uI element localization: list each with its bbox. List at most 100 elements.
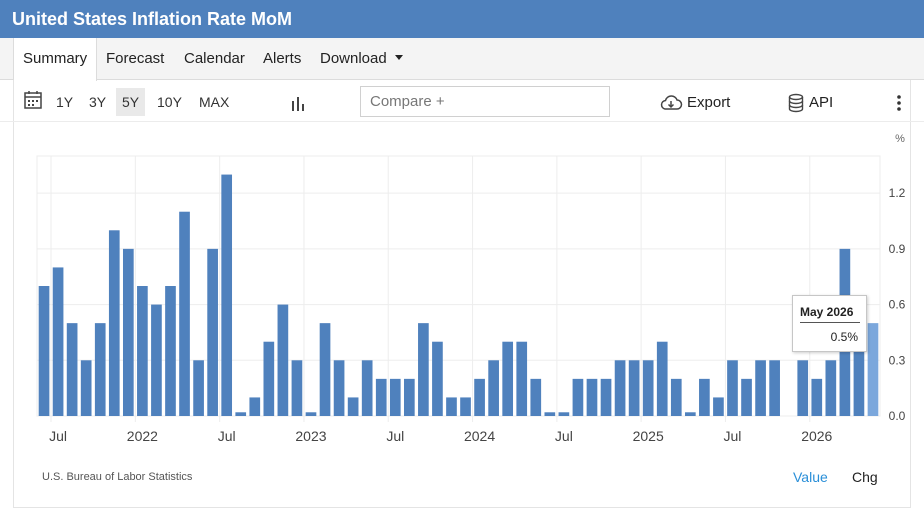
bar-2023-02[interactable] xyxy=(319,323,331,416)
bar-2024-10[interactable] xyxy=(600,378,612,416)
bar-2024-05[interactable] xyxy=(530,378,542,416)
bar-2021-09[interactable] xyxy=(80,360,92,416)
bar-2025-10[interactable] xyxy=(769,360,780,416)
bar-2022-05[interactable] xyxy=(193,360,204,416)
database-icon xyxy=(788,94,804,113)
tab-summary[interactable]: Summary xyxy=(13,38,98,81)
bar-2023-04[interactable] xyxy=(347,397,359,416)
bar-2025-09[interactable] xyxy=(755,360,766,416)
bar-2024-02[interactable] xyxy=(488,360,499,416)
bar-2025-03[interactable] xyxy=(670,378,682,416)
bar-2021-10[interactable] xyxy=(94,323,106,416)
compare-input[interactable] xyxy=(360,86,610,117)
bar-2025-07[interactable] xyxy=(727,360,738,416)
bar-2024-12[interactable] xyxy=(628,360,640,416)
x-tick-label: 2024 xyxy=(464,428,495,444)
cloud-download-icon xyxy=(660,95,683,111)
bar-2023-05[interactable] xyxy=(361,360,373,416)
tab-calendar[interactable]: Calendar xyxy=(184,50,245,67)
bar-2022-08[interactable] xyxy=(235,412,247,416)
tab-forecast[interactable]: Forecast xyxy=(106,50,165,67)
tooltip-divider xyxy=(800,322,860,323)
bar-2024-03[interactable] xyxy=(502,341,514,416)
page-title: United States Inflation Rate MoM xyxy=(12,9,293,29)
y-tick-label: 0.3 xyxy=(889,353,906,367)
bar-2023-10[interactable] xyxy=(432,341,443,416)
bar-chart-icon[interactable] xyxy=(290,93,306,121)
inflation-bar-chart: 0.0 0.3 0.6 0.9 1.2 Jul 2022 Jul 2023 Jul 2024 Jul… xyxy=(36,133,906,444)
bar-2023-09[interactable] xyxy=(418,323,429,416)
bar-2021-11[interactable] xyxy=(108,230,120,416)
bar-2024-04[interactable] xyxy=(516,341,528,416)
range-1y[interactable]: 1Y xyxy=(56,94,74,110)
bar-2024-06[interactable] xyxy=(544,412,556,416)
chart-panel xyxy=(13,80,911,508)
x-tick-label: 2026 xyxy=(801,428,832,444)
bar-2022-06[interactable] xyxy=(207,248,218,416)
x-tick-label: Jul xyxy=(386,428,404,444)
bar-2024-01[interactable] xyxy=(474,378,485,416)
y-tick-label: 1.2 xyxy=(889,186,906,200)
bar-2023-11[interactable] xyxy=(446,397,457,416)
bar-2025-08[interactable] xyxy=(741,378,752,416)
bar-2025-02[interactable] xyxy=(656,341,668,416)
bar-2024-11[interactable] xyxy=(614,360,626,416)
bar-2022-09[interactable] xyxy=(249,397,261,416)
x-tick-label: Jul xyxy=(724,428,742,444)
tab-alerts[interactable]: Alerts xyxy=(263,50,302,67)
bar-2026-05[interactable] xyxy=(867,323,879,416)
bar-2025-01[interactable] xyxy=(642,360,654,416)
range-5y[interactable]: 5Y xyxy=(116,88,146,116)
bar-2022-10[interactable] xyxy=(263,341,275,416)
tooltip-value: 0.5% xyxy=(830,330,858,344)
bar-2026-02[interactable] xyxy=(825,360,837,416)
calendar-icon[interactable] xyxy=(24,90,42,118)
bar-2022-11[interactable] xyxy=(277,304,289,416)
bar-2023-12[interactable] xyxy=(460,397,471,416)
value-toggle[interactable]: Value xyxy=(793,469,828,485)
x-tick-label: Jul xyxy=(555,428,573,444)
api-button[interactable]: API xyxy=(788,88,833,116)
caret-down-icon xyxy=(394,54,403,60)
bar-2025-04[interactable] xyxy=(684,412,696,416)
bar-2023-07[interactable] xyxy=(389,378,401,416)
tab-bar: Summary Forecast Calendar Alerts Downloa… xyxy=(0,38,924,81)
chart-toolbar: 1Y 3Y 5Y 10Y MAX Export API xyxy=(0,80,924,122)
export-button[interactable]: Export xyxy=(659,88,730,116)
tooltip-date: May 2026 xyxy=(800,305,854,319)
range-3y[interactable]: 3Y xyxy=(89,94,107,110)
tab-download-label: Download xyxy=(320,50,387,67)
x-tick-label: Jul xyxy=(49,428,67,444)
bar-2021-07[interactable] xyxy=(52,267,64,416)
bar-2024-09[interactable] xyxy=(586,378,598,416)
bar-2022-04[interactable] xyxy=(179,211,190,416)
api-label: API xyxy=(809,94,834,111)
bar-2026-01[interactable] xyxy=(811,378,823,416)
bar-2023-08[interactable] xyxy=(403,378,415,416)
bar-2022-07[interactable] xyxy=(221,174,233,416)
more-options-icon[interactable] xyxy=(896,93,902,121)
bar-2023-03[interactable] xyxy=(333,360,345,416)
tab-download[interactable]: Download xyxy=(311,38,412,80)
bar-2024-08[interactable] xyxy=(572,378,584,416)
bar-2024-07[interactable] xyxy=(558,412,570,416)
bar-2022-01[interactable] xyxy=(137,286,148,416)
range-10y[interactable]: 10Y xyxy=(157,94,182,110)
x-tick-label: 2022 xyxy=(127,428,158,444)
bar-2021-08[interactable] xyxy=(66,323,78,416)
bar-2025-12[interactable] xyxy=(797,360,809,416)
bar-2026-04[interactable] xyxy=(853,304,865,416)
bar-2022-12[interactable] xyxy=(291,360,303,416)
bar-2021-12[interactable] xyxy=(122,248,134,416)
bar-2023-01[interactable] xyxy=(305,412,317,416)
bar-2022-03[interactable] xyxy=(165,286,176,416)
data-source: U.S. Bureau of Labor Statistics xyxy=(42,471,193,483)
bar-2023-06[interactable] xyxy=(375,378,387,416)
bar-2025-05[interactable] xyxy=(699,378,710,416)
plot-frame xyxy=(36,155,881,417)
bar-2021-06[interactable] xyxy=(38,286,50,416)
bar-2022-02[interactable] xyxy=(151,304,162,416)
chg-toggle[interactable]: Chg xyxy=(852,469,878,485)
range-max[interactable]: MAX xyxy=(199,94,230,110)
bar-2025-06[interactable] xyxy=(713,397,724,416)
